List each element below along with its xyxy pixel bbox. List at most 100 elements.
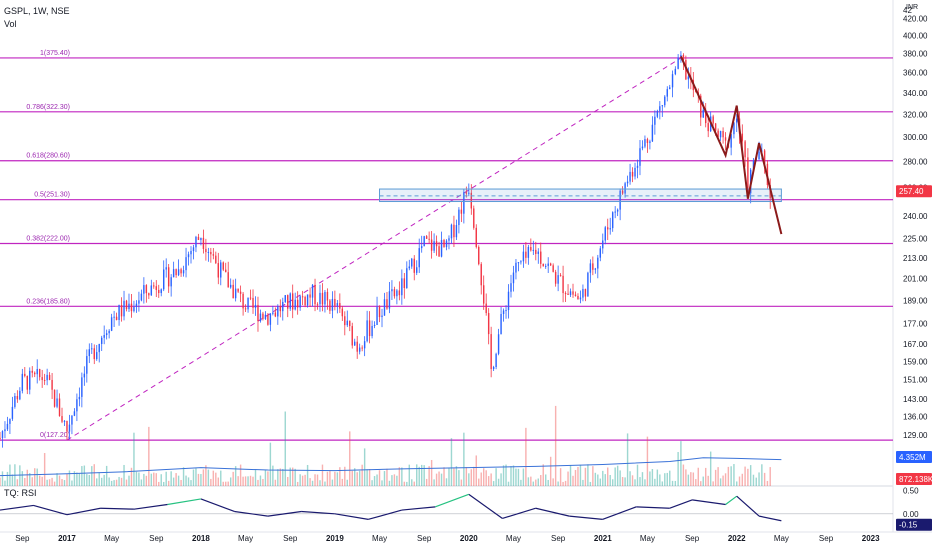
volume-bar [21,471,24,486]
candle-body [671,74,674,88]
volume-bar [53,481,56,486]
time-tick-year: 2022 [728,534,746,543]
volume-bar [123,464,125,486]
volume-bar [490,473,492,486]
time-tick-year: 2018 [192,534,210,543]
volume-bar [403,481,406,486]
candle-body [549,263,552,266]
candle-body [346,320,348,326]
volume-bar [629,471,631,486]
rsi-segment [602,506,637,520]
volume-bar [559,468,562,486]
candle-body [465,192,468,194]
candle-body [552,265,554,272]
volume-bar [311,480,314,486]
volume-bar [411,479,413,486]
volume-bar [386,468,388,486]
volume-bar [589,481,592,486]
volume-bar [349,431,351,486]
rsi-segment [435,493,470,508]
candle-body [103,335,105,338]
price-tick-label: 213.00 [903,254,928,263]
volume-bar [552,478,554,486]
candle-body [304,296,306,306]
volume-bar [616,465,619,486]
candle-body [661,105,664,107]
volume-bar [165,471,167,486]
volume-bar [83,465,86,486]
volume-bar [197,473,200,486]
volume-bar [29,473,31,486]
rsi-segment [691,499,726,506]
volume-bar [41,476,43,486]
candle-body [458,209,460,226]
rsi-segment [725,495,738,506]
candle-body [24,373,26,376]
volume-bar [502,465,505,486]
candle-body [438,246,440,257]
last-price-tag: 257.40 [899,187,924,196]
last-price-tag-bg [896,185,932,198]
price-tick-label: 143.00 [903,395,928,404]
candle-body [520,261,522,263]
candle-body [423,236,425,247]
volume-bar [321,464,324,486]
volume-bar [433,479,435,486]
volume-bar [0,477,1,486]
price-tick-label: 159.00 [903,357,928,366]
volume-bar [1,471,4,486]
volume-bar [730,466,732,486]
volume-bar [202,469,205,486]
volume-bar [705,467,707,486]
candle-body [425,236,428,239]
volume-bar [24,477,26,486]
candle-body [512,272,515,284]
volume-bar [150,473,153,486]
volume-bar [170,471,172,486]
candle-body [98,343,100,353]
volume-bar [388,480,391,486]
volume-bar [259,475,262,486]
candle-body [140,293,143,301]
candle-body [257,304,259,322]
volume-bar [155,473,157,486]
volume-bar [279,468,282,486]
candle-body [656,110,659,117]
candle-body [669,87,671,90]
candle-body [587,272,589,297]
candle-body [239,291,242,294]
candle-body [592,263,594,270]
volume-bar [217,477,220,486]
candle-body [120,304,123,317]
volume-bar [418,466,420,486]
candle-body [487,313,490,335]
volume-bar [118,476,120,486]
candle-body [433,241,435,251]
candle-body [309,294,311,298]
candle-body [687,76,690,80]
candle-body [145,285,148,294]
fib-level-label: 0(127.20) [40,432,70,439]
volume-bar [700,481,702,486]
volume-bar [537,478,539,486]
volume-bar [515,468,517,486]
volume-bar [373,476,376,486]
rsi-segment [0,504,34,511]
volume-bar [363,448,366,486]
tag-layer: 257.40 4.352M 872.138K -0.15 [896,185,932,531]
candle-body [262,313,264,319]
candle-body [624,183,626,194]
volume-bar [520,479,522,486]
candle-body [391,289,393,292]
candle-body [517,262,520,264]
volume-bar [6,471,9,486]
time-tick-year: 2023 [862,534,880,543]
volume-bar [621,477,624,486]
candle-body [562,275,564,294]
candle-body [155,286,157,290]
volume-bar [736,481,738,486]
volume-bar [747,468,749,486]
volume-bar [438,471,440,486]
volume-bar [487,476,490,486]
